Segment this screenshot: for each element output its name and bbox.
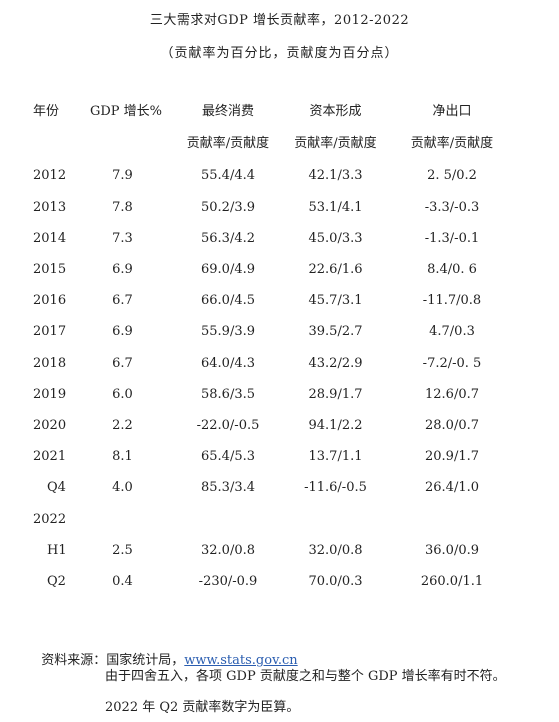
cell-consumption: 55.9/3.9: [201, 324, 255, 339]
cell-net-exports: 8.4/0. 6: [427, 262, 477, 277]
cell-gdp: 8.1: [112, 449, 133, 464]
cell-year: 2016: [33, 293, 67, 308]
cell-gdp: 6.9: [112, 262, 133, 277]
cell-consumption: 64.0/4.3: [201, 356, 255, 371]
cell-year: 2021: [33, 449, 67, 464]
cell-gdp: 0.4: [112, 574, 133, 589]
header-year: 年份: [33, 104, 60, 119]
cell-net-exports: -7.2/-0. 5: [422, 356, 482, 371]
cell-net-exports: -1.3/-0.1: [424, 231, 480, 246]
cell-year: Q4: [47, 480, 66, 495]
cell-consumption: 55.4/4.4: [201, 168, 255, 183]
header-net-exports: 净出口: [432, 104, 472, 119]
header-capital: 资本形成: [309, 104, 362, 119]
cell-gdp: 6.7: [112, 356, 133, 371]
cell-net-exports: 260.0/1.1: [420, 574, 484, 589]
cell-capital: 70.0/0.3: [308, 574, 363, 589]
estimate-note: 2022 年 Q2 贡献率数字为臣算。: [105, 700, 300, 715]
source-link[interactable]: www.stats.gov.cn: [184, 653, 298, 668]
cell-gdp: 2.5: [112, 543, 133, 558]
cell-gdp: 7.9: [112, 168, 133, 183]
cell-consumption: 66.0/4.5: [201, 293, 255, 308]
cell-capital: 22.6/1.6: [308, 262, 363, 277]
cell-gdp: 7.8: [112, 200, 133, 215]
cell-gdp: 4.0: [112, 480, 133, 495]
cell-capital: 32.0/0.8: [308, 543, 363, 558]
cell-year: Q2: [47, 574, 66, 589]
cell-consumption: 56.3/4.2: [201, 231, 255, 246]
header-consumption: 最终消费: [201, 104, 254, 119]
cell-gdp: 6.9: [112, 324, 133, 339]
subheader-net-exports: 贡献率/贡献度: [410, 136, 494, 151]
cell-capital: 13.7/1.1: [308, 449, 363, 464]
cell-gdp: 6.0: [112, 387, 133, 402]
cell-capital: -11.6/-0.5: [304, 480, 367, 495]
cell-consumption: 85.3/3.4: [201, 480, 255, 495]
cell-year: 2015: [33, 262, 67, 277]
cell-net-exports: 26.4/1.0: [425, 480, 479, 495]
cell-net-exports: 20.9/1.7: [425, 449, 479, 464]
cell-consumption: 58.6/3.5: [201, 387, 255, 402]
cell-net-exports: 4.7/0.3: [429, 324, 475, 339]
cell-consumption: 50.2/3.9: [201, 200, 255, 215]
cell-gdp: 7.3: [112, 231, 133, 246]
cell-year: 2018: [33, 356, 67, 371]
cell-capital: 43.2/2.9: [308, 356, 363, 371]
cell-year: 2022: [33, 512, 67, 527]
header-gdp: GDP 增长%: [90, 104, 163, 119]
cell-year: 2014: [33, 231, 67, 246]
cell-net-exports: -3.3/-0.3: [424, 200, 480, 215]
source-note: 资料来源：国家统计局，www.stats.gov.cn: [33, 637, 298, 669]
subheader-capital: 贡献率/贡献度: [294, 136, 377, 151]
cell-gdp: 2.2: [112, 418, 133, 433]
subheader-consumption: 贡献率/贡献度: [186, 136, 270, 151]
cell-net-exports: 36.0/0.9: [425, 543, 479, 558]
cell-year: 2017: [33, 324, 67, 339]
cell-consumption: 65.4/5.3: [201, 449, 255, 464]
cell-capital: 94.1/2.2: [308, 418, 363, 433]
cell-year: 2019: [33, 387, 67, 402]
cell-consumption: 69.0/4.9: [201, 262, 255, 277]
cell-consumption: -230/-0.9: [198, 574, 258, 589]
cell-capital: 28.9/1.7: [308, 387, 363, 402]
page-subtitle: （贡献率为百分比，贡献度为百分点）: [160, 46, 399, 61]
cell-capital: 42.1/3.3: [308, 168, 363, 183]
cell-year: 2020: [33, 418, 67, 433]
cell-net-exports: -11.7/0.8: [422, 293, 482, 308]
cell-year: H1: [47, 543, 67, 558]
source-label: 资料来源：国家统计局，: [41, 653, 185, 668]
cell-year: 2013: [33, 200, 67, 215]
cell-net-exports: 2. 5/0.2: [427, 168, 477, 183]
cell-year: 2012: [33, 168, 67, 183]
cell-capital: 45.7/3.1: [308, 293, 363, 308]
cell-net-exports: 28.0/0.7: [425, 418, 479, 433]
page-title: 三大需求对GDP 增长贡献率，2012-2022: [149, 13, 410, 28]
cell-consumption: 32.0/0.8: [201, 543, 255, 558]
cell-net-exports: 12.6/0.7: [425, 387, 479, 402]
cell-consumption: -22.0/-0.5: [196, 418, 260, 433]
cell-gdp: 6.7: [112, 293, 133, 308]
cell-capital: 39.5/2.7: [308, 324, 363, 339]
cell-capital: 53.1/4.1: [308, 200, 363, 215]
rounding-note: 由于四舍五入，各项 GDP 贡献度之和与整个 GDP 增长率有时不符。: [105, 669, 506, 684]
cell-capital: 45.0/3.3: [308, 231, 363, 246]
